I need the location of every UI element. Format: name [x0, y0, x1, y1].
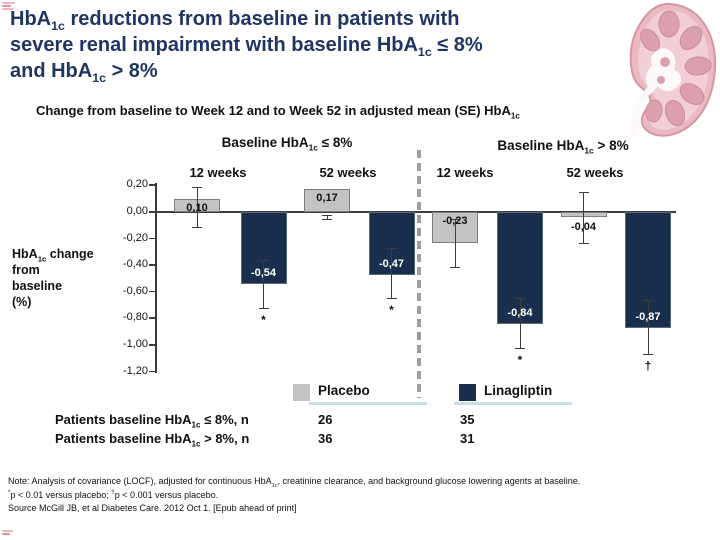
table-value-linagliptin: 31	[460, 431, 475, 446]
error-bar-line	[454, 218, 456, 267]
error-bar-line	[196, 186, 198, 227]
bar-value-label: -0,23	[442, 215, 468, 227]
bar-value-label: 0,17	[316, 192, 338, 205]
error-bar-line	[583, 192, 584, 243]
bar-value-label: -0,87	[635, 310, 661, 323]
bar-value-label: -0,04	[570, 221, 597, 234]
y-tick-mark	[149, 370, 155, 373]
y-tick-label: -0,80	[122, 311, 148, 324]
legend-underline	[454, 402, 572, 405]
error-bar-cap	[450, 218, 460, 220]
legend-swatch-linagliptin	[459, 384, 476, 401]
error-bar-line	[263, 259, 264, 308]
bar-value-label: 0,10	[186, 201, 208, 214]
error-bar-cap	[258, 259, 269, 261]
data-bar-linagliptin	[497, 212, 543, 324]
kidney-illustration-icon	[627, 2, 717, 137]
error-bar-cap	[643, 354, 653, 356]
title-line: HbA1c reductions from baseline in patien…	[10, 8, 460, 33]
error-bar-cap	[450, 266, 460, 268]
table-value-placebo: 36	[318, 431, 333, 446]
y-tick-label: -1,20	[122, 364, 148, 377]
group-divider-dashed-line	[417, 150, 421, 398]
y-axis-label: HbA1c change from baseline (%)	[12, 247, 94, 309]
y-tick-label: -0,60	[122, 284, 148, 297]
significance-marker: *	[389, 303, 394, 318]
timepoint-label: 52 weeks	[319, 165, 377, 180]
timepoint-label: 12 weeks	[189, 165, 247, 180]
data-bar-placebo	[304, 189, 350, 212]
y-tick-label: -1,00	[122, 338, 148, 350]
y-tick-mark	[149, 317, 155, 319]
title-line: and HbA1c > 8%	[10, 60, 158, 85]
bar-value-label: -0,47	[378, 257, 405, 270]
error-bar-line	[391, 247, 392, 299]
legend-swatch-placebo	[293, 384, 310, 401]
error-bar-cap	[643, 299, 653, 301]
error-bar-cap	[578, 242, 589, 244]
chart-title: Change from baseline to Week 12 and to W…	[36, 103, 520, 121]
y-tick-mark	[149, 264, 155, 266]
footnote-analysis: Note: Analysis of covariance (LOCF), adj…	[8, 476, 581, 489]
bar-value-label: -0,54	[250, 266, 277, 279]
footnote-source: Source McGill JB, et al Diabetes Care. 2…	[8, 503, 297, 513]
error-bar-cap	[386, 298, 397, 300]
error-bar-line	[519, 298, 521, 348]
error-bar-cap	[258, 307, 269, 309]
group-header-baseline-le-8: Baseline HbA1c ≤ 8%	[221, 135, 353, 153]
y-tick-label: -0,20	[122, 231, 148, 244]
page-title: HbA1c reductions from baseline in patien…	[10, 6, 610, 84]
error-bar-cap	[192, 186, 202, 188]
significance-marker: *	[517, 352, 523, 367]
y-tick-label: 0,20	[126, 178, 148, 191]
error-bar-line	[326, 214, 328, 219]
table-row-label: Patients baseline HbA1c ≤ 8%, n	[55, 412, 249, 430]
footnotes: Note: Analysis of covariance (LOCF), adj…	[8, 475, 708, 516]
table-row-label: Patients baseline HbA1c > 8%, n	[55, 431, 250, 449]
legend-label-linagliptin: Linagliptin	[484, 383, 553, 398]
error-bar-cap	[386, 247, 397, 249]
legend-label-placebo: Placebo	[318, 383, 370, 398]
y-tick-mark	[149, 237, 155, 240]
slide-corner-marker-icon	[2, 2, 15, 10]
y-tick-mark	[149, 184, 155, 186]
significance-marker: †	[644, 359, 652, 374]
y-tick-mark	[149, 344, 155, 346]
y-tick-mark	[149, 290, 155, 293]
timepoint-label: 52 weeks	[566, 165, 624, 180]
error-bar-cap	[192, 226, 202, 228]
timepoint-label: 12 weeks	[436, 165, 494, 180]
error-bar-cap	[578, 192, 589, 194]
title-line: severe renal impairment with baseline Hb…	[10, 34, 483, 59]
slide-corner-marker-icon	[2, 530, 13, 535]
error-bar-cap	[515, 347, 525, 349]
footnote-significance: *p < 0.01 versus placebo; †p < 0.001 ver…	[8, 488, 219, 500]
error-bar-cap	[515, 298, 525, 300]
significance-marker: *	[261, 312, 266, 327]
bar-value-label: -0,84	[507, 306, 533, 319]
y-tick-label: -0,40	[122, 258, 148, 271]
table-value-linagliptin: 35	[460, 412, 475, 427]
table-value-placebo: 26	[318, 412, 333, 427]
error-bar-cap	[322, 214, 332, 216]
group-header-baseline-gt-8: Baseline HbA1c > 8%	[497, 138, 629, 156]
error-bar-cap	[322, 218, 332, 220]
legend-underline	[309, 402, 427, 405]
y-tick-mark	[149, 211, 155, 213]
zero-baseline-line	[155, 211, 676, 213]
y-axis-line	[155, 183, 157, 373]
error-bar-line	[647, 299, 649, 355]
y-tick-label: 0,00	[126, 205, 148, 217]
